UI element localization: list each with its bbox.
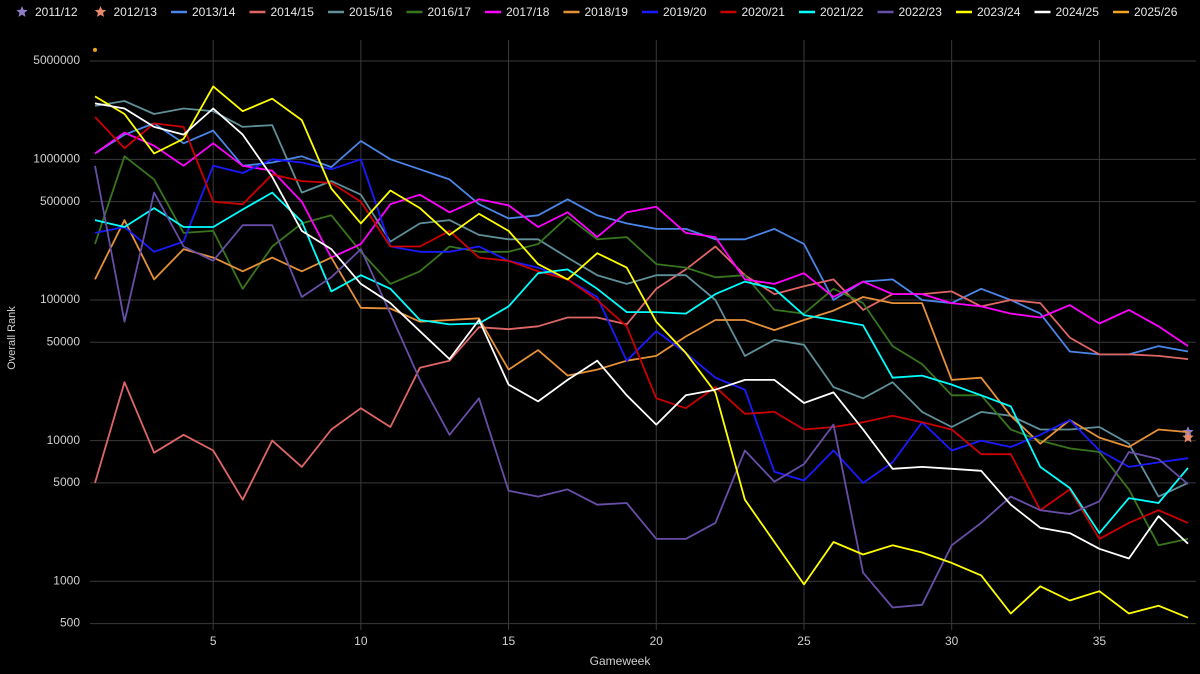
legend-item: 2017/18: [485, 5, 550, 19]
x-tick-label: 10: [354, 634, 368, 648]
point-marker: [93, 47, 97, 52]
legend-item: 2024/25: [1034, 5, 1100, 19]
y-tick-label: 1000000: [33, 151, 80, 165]
y-tick-label: 50000: [47, 334, 81, 348]
legend-label: 2020/21: [742, 5, 786, 19]
legend-item: 2021/22: [799, 5, 864, 19]
x-tick-label: 15: [502, 634, 516, 648]
series-line: [94, 191, 1189, 534]
legend-label: 2012/13: [114, 5, 158, 19]
series-line: [94, 245, 1189, 501]
y-tick-label: 500000: [40, 194, 80, 208]
legend-label: 2013/14: [192, 5, 236, 19]
legend-item: 2011/12: [16, 5, 78, 19]
legend-label: 2017/18: [506, 5, 550, 19]
legend-item: 2025/26: [1113, 5, 1178, 19]
series-line: [94, 102, 1189, 560]
legend-item: 2022/23: [877, 5, 943, 19]
legend-item: 2020/21: [720, 5, 786, 19]
legend-label: 2022/23: [899, 5, 943, 19]
series-line: [94, 100, 1189, 498]
series-line: [94, 85, 1189, 619]
legend-item: 2016/17: [406, 5, 472, 19]
x-axis-title: Gameweek: [590, 654, 652, 668]
y-tick-label: 1000: [53, 573, 80, 587]
legend: 2011/12 2012/13 2013/14 2014/15 2015/16 2016/…: [16, 5, 1178, 19]
y-tick-label: 500: [60, 616, 80, 630]
series-line: [94, 165, 1189, 609]
legend-item: 2018/19: [563, 5, 629, 19]
legend-item: 2012/13: [94, 5, 158, 19]
legend-item: 2019/20: [642, 5, 707, 19]
series-line: [94, 122, 1189, 356]
x-tick-label: 30: [945, 634, 959, 648]
legend-label: 2018/19: [585, 5, 629, 19]
x-tick-label: 5: [210, 634, 217, 648]
legend-label: 2011/12: [35, 5, 78, 19]
y-axis-title: Overall Rank: [6, 306, 18, 370]
series-line: [94, 219, 1189, 448]
series-line: [94, 116, 1189, 540]
y-tick-label: 5000000: [33, 53, 80, 67]
y-tick-label: 10000: [47, 433, 81, 447]
point-marker: [1182, 431, 1194, 443]
legend-icon: [94, 6, 107, 17]
x-tick-label: 20: [650, 634, 664, 648]
legend-label: 2016/17: [428, 5, 472, 19]
legend-label: 2014/15: [271, 5, 315, 19]
x-tick-label: 25: [797, 634, 811, 648]
legend-label: 2025/26: [1134, 5, 1178, 19]
x-tick-label: 35: [1093, 634, 1107, 648]
legend-item: 2015/16: [328, 5, 393, 19]
legend-item: 2014/15: [249, 5, 315, 19]
legend-label: 2023/24: [977, 5, 1021, 19]
legend-item: 2013/14: [171, 5, 236, 19]
legend-label: 2024/25: [1056, 5, 1100, 19]
legend-label: 2015/16: [349, 5, 393, 19]
series-line: [94, 155, 1189, 547]
legend-item: 2023/24: [956, 5, 1021, 19]
legend-icon: [16, 6, 28, 17]
series-line: [94, 158, 1189, 484]
y-tick-label: 5000: [53, 475, 80, 489]
legend-label: 2019/20: [663, 5, 707, 19]
y-tick-label: 100000: [40, 292, 80, 306]
legend-label: 2021/22: [820, 5, 864, 19]
